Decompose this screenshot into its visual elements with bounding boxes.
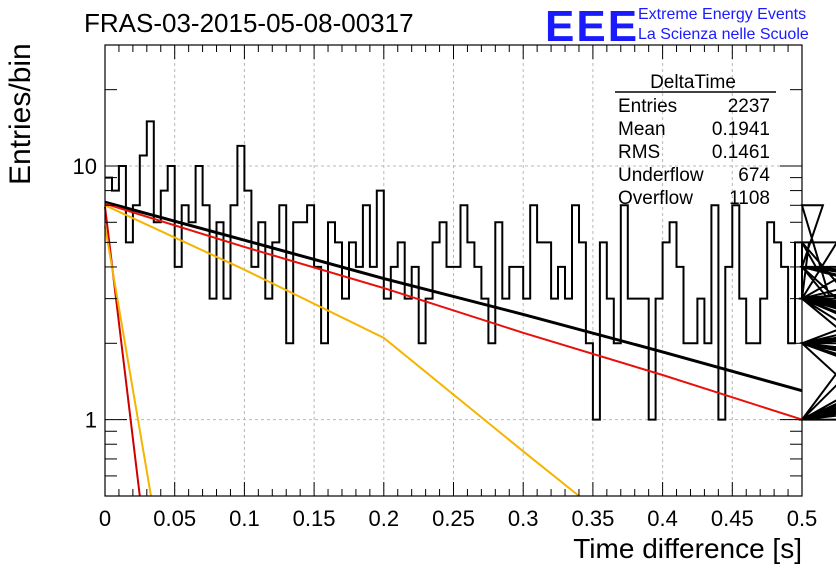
x-tick-label: 0.5 — [787, 506, 818, 531]
stats-label: RMS — [618, 142, 660, 163]
stats-value: 2237 — [728, 96, 770, 117]
fit-line-0 — [104, 200, 803, 393]
x-tick-label: 0.35 — [571, 506, 614, 531]
fit-line-4 — [104, 225, 152, 497]
histogram-outline — [105, 120, 836, 421]
stats-label: Overflow — [618, 188, 693, 209]
fit-line-3 — [104, 206, 141, 497]
eee-logo: EEE — [545, 2, 640, 51]
x-tick-label: 0.2 — [369, 506, 400, 531]
x-tick-label: 0.05 — [153, 506, 196, 531]
fit-line-1 — [104, 202, 803, 421]
histogram — [105, 120, 836, 421]
stats-label: Entries — [618, 96, 677, 117]
grid — [105, 45, 802, 496]
fit-line-2 — [104, 204, 580, 497]
x-tick-label: 0.15 — [293, 506, 336, 531]
stats-label: Underflow — [618, 165, 704, 186]
tick-labels: 0 0.05 0.1 0.15 0.2 0.25 0.3 0.35 0.4 0.45 0.5 1 10 — [73, 154, 818, 531]
stats-value: 1108 — [729, 188, 770, 209]
x-tick-label: 0.25 — [432, 506, 475, 531]
stats-title: DeltaTime — [650, 72, 736, 93]
chart-title: FRAS-03-2015-05-08-00317 — [84, 8, 414, 38]
stats-value: 674 — [738, 165, 770, 186]
fit-curves — [104, 200, 803, 497]
x-tick-label: 0 — [99, 506, 111, 531]
stats-value: 0.1461 — [712, 142, 770, 163]
stats-label: Mean — [618, 119, 666, 140]
x-tick-label: 0.3 — [508, 506, 539, 531]
axis-ticks — [104, 44, 803, 497]
x-tick-label: 0.1 — [229, 506, 260, 531]
stats-value: 0.1941 — [712, 119, 770, 140]
stats-box: DeltaTime Entries 2237 Mean 0.1941 RMS 0.1461 U… — [615, 72, 776, 209]
x-axis-label: Time difference [s] — [573, 533, 802, 564]
y-tick-label: 10 — [73, 154, 97, 179]
x-tick-label: 0.4 — [647, 506, 678, 531]
x-tick-label: 0.45 — [711, 506, 754, 531]
y-axis-label: Entries/bin — [4, 43, 37, 185]
logo-line-1: Extreme Energy Events — [638, 6, 807, 23]
y-tick-label: 1 — [85, 408, 97, 433]
logo-line-2: La Scienza nelle Scuole — [638, 26, 809, 43]
